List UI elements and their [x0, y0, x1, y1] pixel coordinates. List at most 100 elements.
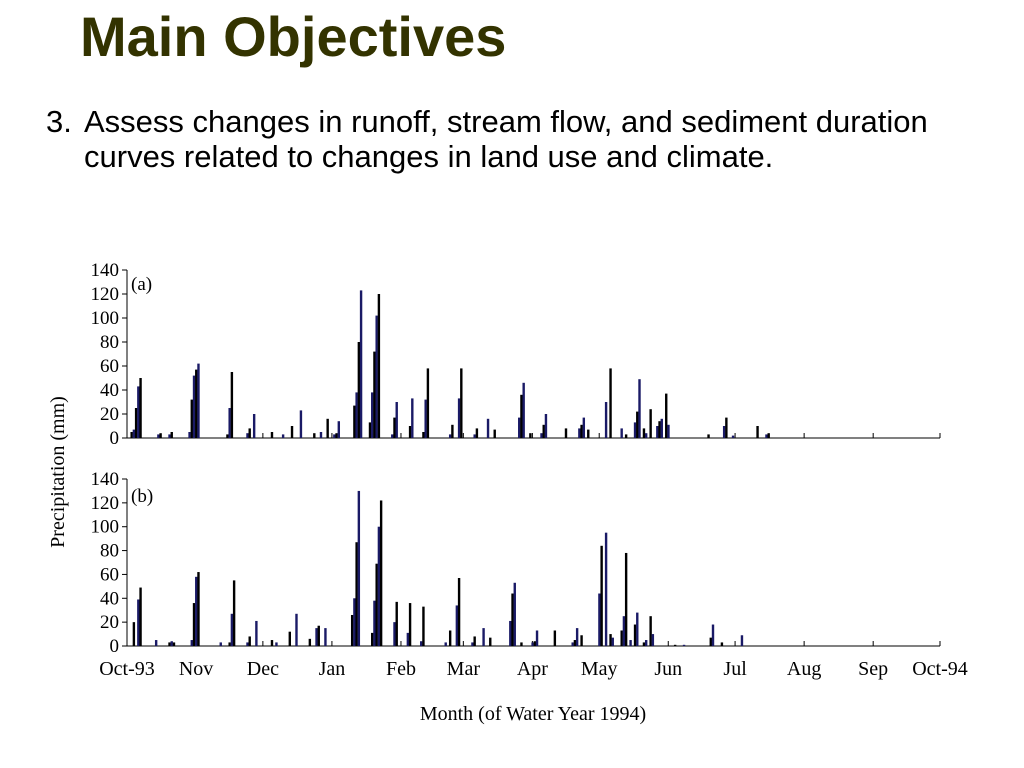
precipitation-bar — [522, 382, 525, 438]
x-tick-label: May — [581, 658, 618, 680]
precipitation-bar — [246, 642, 249, 646]
precipitation-bar — [644, 433, 648, 438]
precipitation-bar — [482, 628, 485, 646]
precipitation-bar — [288, 631, 291, 646]
precipitation-bar — [711, 624, 715, 646]
precipitation-bar — [324, 628, 327, 646]
precipitation-bar — [622, 616, 626, 646]
x-tick-label: Apr — [517, 658, 548, 680]
precipitation-bar — [424, 399, 427, 438]
precipitation-bar — [624, 434, 628, 438]
precipitation-bar — [620, 428, 623, 438]
precipitation-bar — [636, 612, 639, 646]
y-tick-label: 60 — [100, 356, 119, 377]
precipitation-bar — [420, 641, 423, 646]
precipitation-bar — [350, 614, 354, 646]
precipitation-bar — [315, 628, 318, 646]
precipitation-bar — [192, 603, 196, 646]
precipitation-bar — [228, 642, 231, 646]
precipitation-bar — [246, 433, 249, 438]
precipitation-bar — [509, 620, 512, 646]
precipitation-bar — [319, 432, 323, 438]
precipitation-bar — [720, 642, 724, 646]
precipitation-bar — [326, 418, 329, 438]
precipitation-bar — [609, 634, 612, 646]
precipitation-bar — [134, 408, 138, 438]
precipitation-bar — [248, 636, 251, 646]
precipitation-bar — [317, 625, 320, 646]
precipitation-bar — [395, 601, 398, 646]
precipitation-bar — [248, 428, 251, 438]
precipitation-bar — [455, 605, 459, 646]
precipitation-bar — [355, 542, 358, 646]
y-tick-label: 140 — [91, 469, 120, 490]
y-tick-label: 0 — [110, 428, 120, 449]
precipitation-bar — [255, 620, 258, 646]
precipitation-bar — [658, 421, 661, 438]
precipitation-bar — [333, 434, 336, 438]
y-tick-label: 120 — [91, 493, 120, 514]
precipitation-bar — [529, 433, 532, 438]
precipitation-bar — [270, 432, 274, 438]
precipitation-bar — [313, 433, 316, 438]
x-axis-title: Month (of Water Year 1994) — [420, 703, 646, 725]
precipitation-bar — [457, 578, 461, 646]
precipitation-bar — [457, 398, 461, 438]
y-tick-label: 40 — [100, 380, 119, 401]
precipitation-bar — [535, 630, 539, 646]
y-tick-label: 100 — [91, 517, 120, 538]
precipitation-bar — [644, 640, 648, 646]
slide-title: Main Objectives — [80, 5, 507, 68]
precipitation-bar — [137, 599, 140, 646]
precipitation-bar — [422, 606, 425, 646]
precipitation-bar — [353, 405, 356, 438]
precipitation-bar — [471, 642, 474, 646]
precipitation-bar — [642, 642, 646, 646]
precipitation-bar — [493, 429, 496, 438]
precipitation-bar — [290, 426, 294, 438]
precipitation-bar — [190, 399, 193, 438]
precipitation-bar — [377, 294, 381, 438]
precipitation-bar — [767, 433, 770, 438]
precipitation-bar — [540, 433, 543, 438]
precipitation-bar — [426, 368, 430, 438]
precipitation-bar — [448, 434, 452, 438]
precipitation-bar — [232, 580, 236, 646]
precipitation-bar — [638, 379, 641, 438]
precipitation-bar — [308, 638, 312, 646]
precipitation-bar — [451, 424, 454, 438]
precipitation-bar — [299, 410, 303, 438]
precipitation-bar — [219, 642, 222, 646]
precipitation-bar — [587, 429, 590, 438]
precipitation-bar — [682, 644, 686, 646]
precipitation-bar — [408, 603, 412, 646]
precipitation-bar — [486, 418, 490, 438]
y-tick-label: 100 — [91, 308, 120, 329]
precipitation-bar — [513, 582, 516, 646]
precipitation-bar — [544, 414, 548, 438]
precipitation-bar — [629, 640, 632, 646]
precipitation-bar — [357, 490, 361, 646]
precipitation-bar — [373, 351, 376, 438]
precipitation-bar — [473, 434, 476, 438]
precipitation-bar — [642, 428, 646, 438]
precipitation-bar — [575, 628, 579, 646]
precipitation-bar — [520, 642, 523, 646]
precipitation-bar — [377, 526, 381, 646]
precipitation-bar — [197, 363, 200, 438]
precipitation-bar — [667, 424, 670, 438]
x-tick-label: Aug — [787, 658, 821, 680]
precipitation-bar — [511, 593, 514, 646]
precipitation-bar — [520, 394, 523, 438]
precipitation-bar — [226, 434, 229, 438]
y-tick-label: 120 — [91, 284, 120, 305]
x-tick-label: Dec — [247, 658, 279, 680]
precipitation-bar — [137, 386, 140, 438]
precipitation-bar — [359, 290, 363, 438]
precipitation-bar — [295, 613, 298, 646]
precipitation-bar — [489, 637, 492, 646]
precipitation-bar — [281, 434, 285, 438]
precipitation-bar — [139, 378, 142, 438]
precipitation-bar — [620, 630, 623, 646]
precipitation-bar — [624, 552, 628, 646]
